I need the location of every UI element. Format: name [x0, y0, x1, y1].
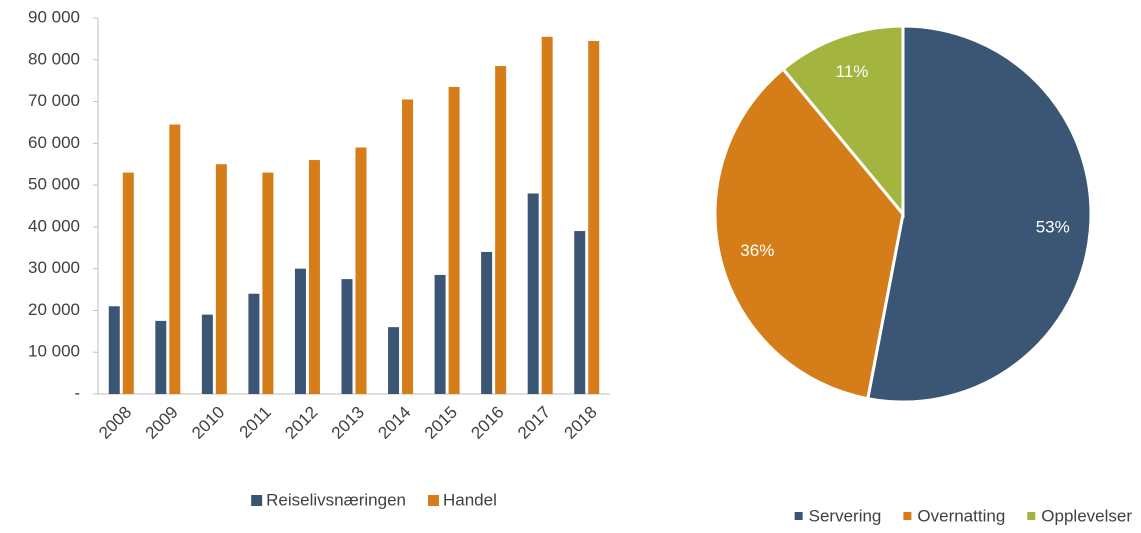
x-tick-label: 2011: [236, 403, 275, 442]
bar: [262, 172, 274, 394]
legend-label: Overnatting: [917, 506, 1005, 525]
bar: [215, 164, 227, 394]
bar: [308, 160, 320, 394]
y-tick-label: 80 000: [28, 49, 80, 68]
x-tick-label: 2013: [328, 403, 368, 443]
y-tick-label: 60 000: [28, 133, 80, 152]
legend-label: Handel: [443, 490, 497, 509]
bar: [448, 86, 460, 394]
legend-swatch: [794, 512, 803, 520]
bar: [495, 66, 507, 395]
y-tick-label: 30 000: [28, 258, 80, 277]
y-tick-label: 70 000: [28, 91, 80, 110]
x-tick-label: 2009: [142, 403, 182, 443]
x-tick-label: 2012: [281, 403, 321, 443]
bar: [108, 306, 120, 394]
bar: [434, 274, 446, 394]
legend-label: Servering: [809, 506, 882, 525]
x-tick-label: 2015: [421, 403, 461, 443]
legend-label: Reiselivsnæringen: [266, 490, 406, 509]
y-tick-label: 50 000: [28, 175, 80, 194]
pie-slice: [866, 24, 1093, 404]
bar: [341, 279, 353, 394]
bar: [122, 172, 134, 394]
bar: [574, 231, 586, 394]
bar: [402, 99, 414, 394]
bar: [541, 36, 553, 395]
bar: [294, 268, 306, 394]
y-tick-label: 90 000: [28, 7, 80, 26]
x-tick-label: 2014: [374, 403, 414, 443]
y-tick-label: 10 000: [28, 342, 80, 361]
bar: [155, 320, 167, 394]
bar: [201, 314, 213, 394]
pie-label: 11%: [836, 62, 869, 81]
bar: [248, 293, 260, 394]
bar: [481, 251, 493, 394]
x-tick-label: 2017: [514, 403, 554, 443]
pie-slice: [713, 67, 905, 401]
legend-swatch: [251, 495, 263, 506]
pie-label: 53%: [1036, 218, 1070, 237]
legend-label: Opplevelser: [1041, 506, 1132, 525]
legend-swatch: [427, 495, 439, 506]
legend-swatch: [903, 512, 912, 520]
x-tick-label: 2016: [467, 403, 507, 443]
x-tick-label: 2018: [561, 403, 601, 443]
x-tick-label: 2008: [95, 403, 135, 443]
pie-label: 36%: [740, 241, 774, 260]
y-tick-label: 20 000: [28, 300, 80, 319]
bar: [527, 193, 539, 394]
bar: [388, 327, 400, 394]
bar: [355, 147, 367, 394]
pie-slice: [781, 24, 905, 219]
x-tick-label: 2010: [188, 403, 228, 443]
y-tick-label: -: [74, 383, 80, 402]
bar: [588, 40, 600, 394]
legend-swatch: [1027, 512, 1036, 520]
bar: [169, 124, 181, 395]
y-tick-label: 40 000: [28, 216, 80, 235]
